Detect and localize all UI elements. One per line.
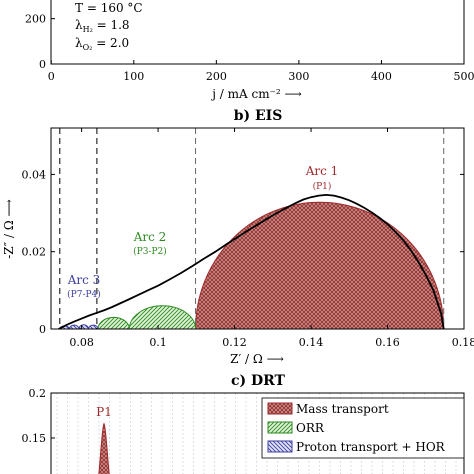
eis-x-tick-label: 0.08 xyxy=(69,336,94,349)
drt-peak-p1 xyxy=(98,422,110,474)
eis-arc-1-segment xyxy=(195,201,445,330)
legend-label-orr: ORR xyxy=(296,421,325,435)
top-annotation-lambda-o2: λO₂ = 2.0 xyxy=(75,36,129,52)
eis-x-tick-label: 0.16 xyxy=(375,336,400,349)
top-y-tick-label: 0 xyxy=(39,58,46,71)
top-annotation-lambda-h2: λH₂ = 1.8 xyxy=(75,18,130,34)
eis-panel: b) EIS 0.08 0.1 0.12 0.14 0.16 0.18 0 0.02 0.04… xyxy=(2,108,474,366)
legend-swatch-proton-transport xyxy=(267,440,293,453)
eis-x-tick-label: 0.14 xyxy=(299,336,324,349)
eis-x-axis-label: Z′ / Ω ⟶ xyxy=(230,352,284,366)
top-x-tick-label: 0 xyxy=(48,70,55,83)
arc2-peak-label: (P3-P2) xyxy=(133,246,167,257)
arc1-label: Arc 1 xyxy=(305,164,339,178)
legend-label-proton-transport: Proton transport + HOR xyxy=(296,440,446,454)
eis-y-tick-label: 0.02 xyxy=(22,246,47,259)
arc2-label: Arc 2 xyxy=(133,230,167,244)
eis-title: b) EIS xyxy=(234,108,283,124)
top-y-tick-label: 200 xyxy=(25,13,46,26)
drt-legend-box xyxy=(261,397,465,459)
top-x-tick-label: 200 xyxy=(206,70,227,83)
arc3-label: Arc 3 xyxy=(67,273,101,287)
top-x-axis-label: j / mA cm⁻² ⟶ xyxy=(210,87,302,101)
drt-panel: c) DRT P1 0.10.150.2 Mass transport ORR … xyxy=(22,373,465,474)
top-plot-frame xyxy=(50,0,465,65)
top-x-tick-label: 500 xyxy=(454,70,474,83)
eis-x-tick-label: 0.12 xyxy=(222,336,247,349)
drt-y-tick-label: 0.2 xyxy=(29,387,47,400)
eis-arcs xyxy=(59,201,445,330)
legend-label-mass-transport: Mass transport xyxy=(296,402,389,416)
eis-arc-2-segment xyxy=(97,316,130,330)
top-x-tick-label: 100 xyxy=(123,70,144,83)
eis-plot-frame xyxy=(50,127,465,330)
top-x-tick-label: 300 xyxy=(288,70,309,83)
eis-y-axis-label: -Z″ / Ω ⟶ xyxy=(2,199,16,259)
eis-x-tick-label: 0.1 xyxy=(149,336,167,349)
drt-peak-label: P1 xyxy=(96,405,112,419)
arc1-peak-label: (P1) xyxy=(313,181,332,192)
eis-x-tick-label: 0.18 xyxy=(452,336,474,349)
eis-arc-3-segment xyxy=(78,324,89,330)
eis-x-ticks: 0.08 0.1 0.12 0.14 0.16 0.18 xyxy=(69,128,474,349)
drt-title: c) DRT xyxy=(231,373,286,389)
eis-vertical-lines xyxy=(59,128,445,329)
arc3-peak-label: (P7-P4) xyxy=(67,289,101,300)
drt-y-ticks: 0.10.150.2 xyxy=(22,387,55,445)
top-panel: 0 200 0 100 200 300 400 500 T = 160 °C λH₂ = 1… xyxy=(25,0,474,101)
legend-swatch-mass-transport xyxy=(267,402,293,415)
eis-y-ticks: 0 0.02 0.04 xyxy=(22,168,464,336)
drt-legend: Mass transport ORR Proton transport + HO… xyxy=(261,397,465,459)
eis-arc-2-segment xyxy=(128,305,197,330)
top-x-tick-label: 400 xyxy=(371,70,392,83)
eis-measured-curve xyxy=(58,193,445,330)
drt-y-tick-label: 0.15 xyxy=(22,432,47,445)
eis-y-tick-label: 0 xyxy=(39,323,46,336)
legend-swatch-orr xyxy=(267,421,293,434)
top-annotation-temp: T = 160 °C xyxy=(75,1,143,15)
top-x-ticks: 0 100 200 300 400 500 xyxy=(48,60,474,83)
eis-y-tick-label: 0.04 xyxy=(22,168,47,181)
eis-arc-3-segment xyxy=(68,324,80,330)
